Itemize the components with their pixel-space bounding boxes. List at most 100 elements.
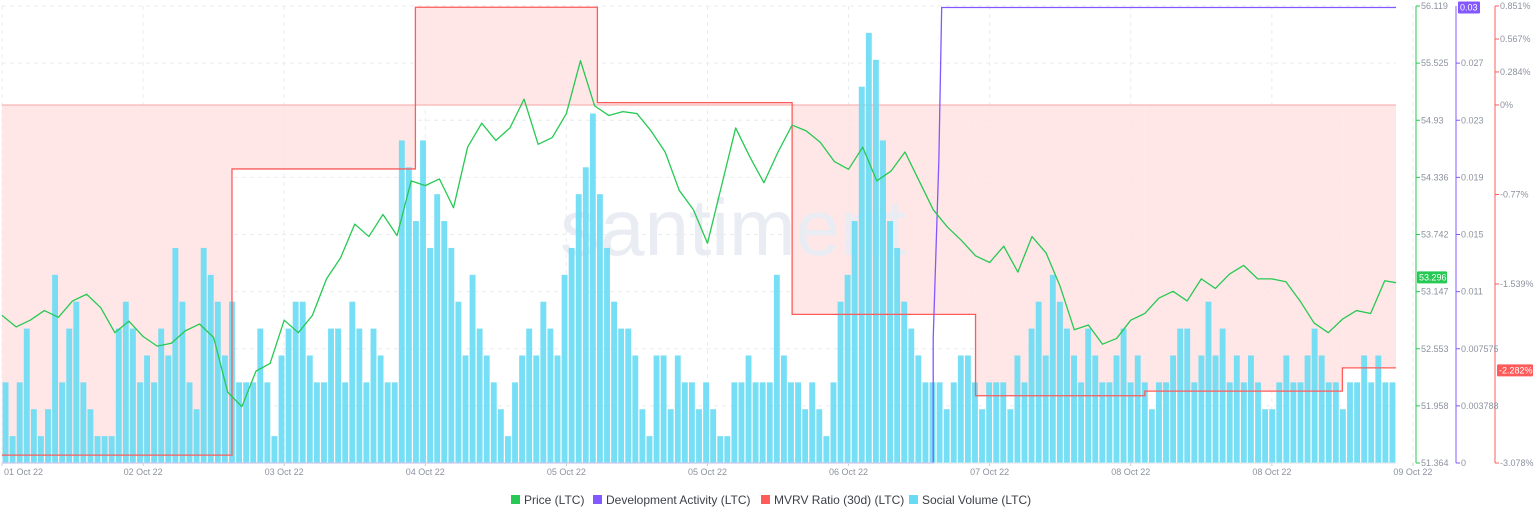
social-volume-bar bbox=[122, 301, 129, 463]
social-volume-bar bbox=[639, 409, 646, 463]
dev-axis-tick-label: 0.019 bbox=[1461, 172, 1484, 182]
social-volume-bar bbox=[1078, 382, 1085, 463]
mvrv-axis-tick-label: 0.851% bbox=[1500, 1, 1531, 11]
legend-label: Development Activity (LTC) bbox=[606, 493, 751, 507]
social-volume-bar bbox=[1368, 382, 1375, 463]
social-volume-bar bbox=[9, 436, 16, 463]
social-volume-bar bbox=[1276, 382, 1283, 463]
dev-current-value: 0.03 bbox=[1460, 3, 1478, 13]
social-volume-bar bbox=[582, 167, 589, 463]
social-volume-bar bbox=[476, 328, 483, 463]
social-volume-bar bbox=[908, 328, 915, 463]
dev-axis-tick-label: 0 bbox=[1461, 458, 1466, 468]
social-volume-bar bbox=[413, 221, 419, 463]
social-volume-bar bbox=[1332, 382, 1339, 463]
social-volume-bar bbox=[745, 355, 752, 463]
social-volume-bar bbox=[448, 247, 455, 463]
social-volume-bar bbox=[1071, 355, 1077, 463]
social-volume-bar bbox=[1106, 382, 1113, 463]
social-volume-bar bbox=[894, 247, 901, 463]
dev-axis-tick-label: 0.003788 bbox=[1461, 401, 1499, 411]
social-volume-bar bbox=[186, 382, 193, 463]
social-volume-bar bbox=[802, 409, 809, 463]
social-volume-bar bbox=[717, 436, 724, 463]
social-volume-bar bbox=[1205, 301, 1212, 463]
social-volume-bar bbox=[1375, 355, 1382, 463]
social-volume-bar bbox=[285, 328, 292, 463]
social-volume-bar bbox=[1304, 355, 1311, 463]
social-volume-bar bbox=[625, 328, 632, 463]
social-volume-bar bbox=[1035, 301, 1042, 463]
x-axis-tick-label: 06 Oct 22 bbox=[829, 467, 868, 477]
social-volume-bar bbox=[1141, 382, 1148, 463]
social-volume-bar bbox=[2, 382, 9, 463]
social-volume-bar bbox=[1262, 409, 1269, 463]
legend-swatch bbox=[593, 495, 602, 504]
social-volume-bar bbox=[611, 301, 618, 463]
social-volume-bar bbox=[1042, 355, 1049, 463]
social-volume-bar bbox=[483, 355, 490, 463]
social-volume-bar bbox=[872, 59, 879, 463]
social-volume-bar bbox=[243, 382, 250, 463]
social-volume-bar bbox=[427, 247, 434, 463]
social-volume-bar bbox=[384, 382, 391, 463]
social-volume-bar bbox=[554, 355, 561, 463]
social-volume-bar bbox=[1389, 382, 1396, 463]
social-volume-bar bbox=[505, 436, 511, 463]
social-volume-bar bbox=[299, 301, 306, 463]
social-volume-bar bbox=[519, 355, 526, 463]
social-volume-bar bbox=[596, 194, 603, 464]
social-volume-bar bbox=[264, 382, 271, 463]
social-volume-bar bbox=[342, 382, 349, 463]
watermark: santiment bbox=[560, 183, 907, 272]
social-volume-bar bbox=[292, 301, 299, 463]
social-volume-bar bbox=[101, 436, 108, 463]
social-volume-bar bbox=[795, 382, 802, 463]
social-volume-bar bbox=[512, 382, 518, 463]
social-volume-bar bbox=[1007, 409, 1014, 463]
social-volume-bar bbox=[526, 328, 533, 463]
social-volume-bar bbox=[200, 247, 207, 463]
social-volume-bar bbox=[45, 409, 51, 463]
mvrv-area-segment bbox=[231, 104, 416, 169]
social-volume-bar bbox=[738, 382, 745, 463]
social-volume-bar bbox=[837, 301, 844, 463]
social-volume-bar bbox=[1191, 382, 1198, 463]
social-volume-bar bbox=[681, 382, 688, 463]
social-volume-bar bbox=[943, 409, 950, 463]
price-current-value: 53.296 bbox=[1419, 272, 1447, 282]
social-volume-bar bbox=[823, 436, 830, 463]
social-volume-bar bbox=[674, 355, 681, 463]
social-volume-bar bbox=[1361, 355, 1368, 463]
social-volume-bar bbox=[759, 382, 766, 463]
price-axis-tick-label: 56.119 bbox=[1421, 1, 1448, 11]
social-volume-bar bbox=[936, 382, 943, 463]
social-volume-bar bbox=[710, 409, 717, 463]
social-volume-bar bbox=[618, 328, 625, 463]
social-volume-bar bbox=[1163, 382, 1169, 463]
social-volume-bar bbox=[972, 382, 978, 463]
social-volume-bar bbox=[420, 140, 426, 464]
x-axis-tick-label: 01 Oct 22 bbox=[4, 467, 43, 477]
mvrv-current-value-bg bbox=[1497, 364, 1533, 377]
dev-axis-tick-label: 0.015 bbox=[1461, 230, 1484, 240]
social-volume-bar bbox=[52, 274, 59, 463]
social-volume-bar bbox=[1248, 355, 1254, 463]
social-volume-bar bbox=[250, 382, 257, 463]
x-axis-tick-label: 03 Oct 22 bbox=[265, 467, 304, 477]
social-volume-bar bbox=[1184, 328, 1191, 463]
social-volume-bar bbox=[179, 301, 186, 463]
social-volume-bar bbox=[490, 382, 497, 463]
social-volume-bar bbox=[1354, 382, 1361, 463]
social-volume-bar bbox=[16, 382, 23, 463]
social-volume-bar bbox=[1049, 274, 1056, 463]
legend-swatch bbox=[909, 495, 918, 504]
social-volume-bar bbox=[144, 355, 150, 463]
x-axis-tick-label: 08 Oct 22 bbox=[1252, 467, 1291, 477]
x-axis-tick-label: 05 Oct 22 bbox=[688, 467, 727, 477]
social-volume-bar bbox=[158, 328, 165, 463]
dev-axis-tick-label: 0.007575 bbox=[1461, 344, 1499, 354]
social-volume-bar bbox=[540, 301, 547, 463]
price-axis-tick-label: 52.553 bbox=[1421, 344, 1449, 354]
social-volume-bar bbox=[1347, 382, 1353, 463]
